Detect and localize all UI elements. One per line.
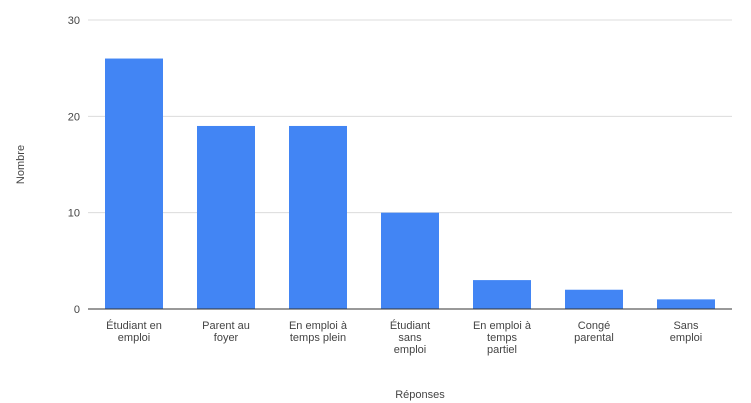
- gridlines: [88, 19, 732, 214]
- x-category-label: Parent au foyer: [202, 320, 250, 344]
- bar-2: [197, 125, 255, 309]
- x-category-label: Étudiant sans emploi: [390, 319, 430, 356]
- bars: [105, 58, 715, 310]
- x-category-label: Étudiant en emploi: [106, 319, 162, 344]
- x-category-label: Congé parental: [574, 320, 614, 344]
- bar-4: [381, 212, 439, 309]
- bar-7: [657, 299, 715, 309]
- y-tick-label: 30: [68, 15, 80, 27]
- y-axis-title: Nombre: [15, 145, 27, 184]
- bar-1: [105, 58, 163, 310]
- bar-5: [473, 280, 531, 309]
- bar-6: [565, 289, 623, 309]
- y-tick-label: 10: [68, 208, 80, 220]
- x-axis-categories: Étudiant en emploi Parent au foyer En emploi…: [106, 319, 702, 356]
- x-category-label: En emploi à temps plein: [289, 320, 348, 344]
- x-category-label: En emploi à temps partiel: [473, 320, 532, 356]
- y-tick-label: 20: [68, 111, 80, 123]
- x-category-label: Sans emploi: [670, 320, 702, 344]
- y-tick-label: 0: [74, 304, 80, 316]
- bar-3: [289, 125, 347, 309]
- x-axis-title: Réponses: [395, 389, 445, 401]
- y-axis-ticks: 0 10 20 30: [68, 15, 80, 316]
